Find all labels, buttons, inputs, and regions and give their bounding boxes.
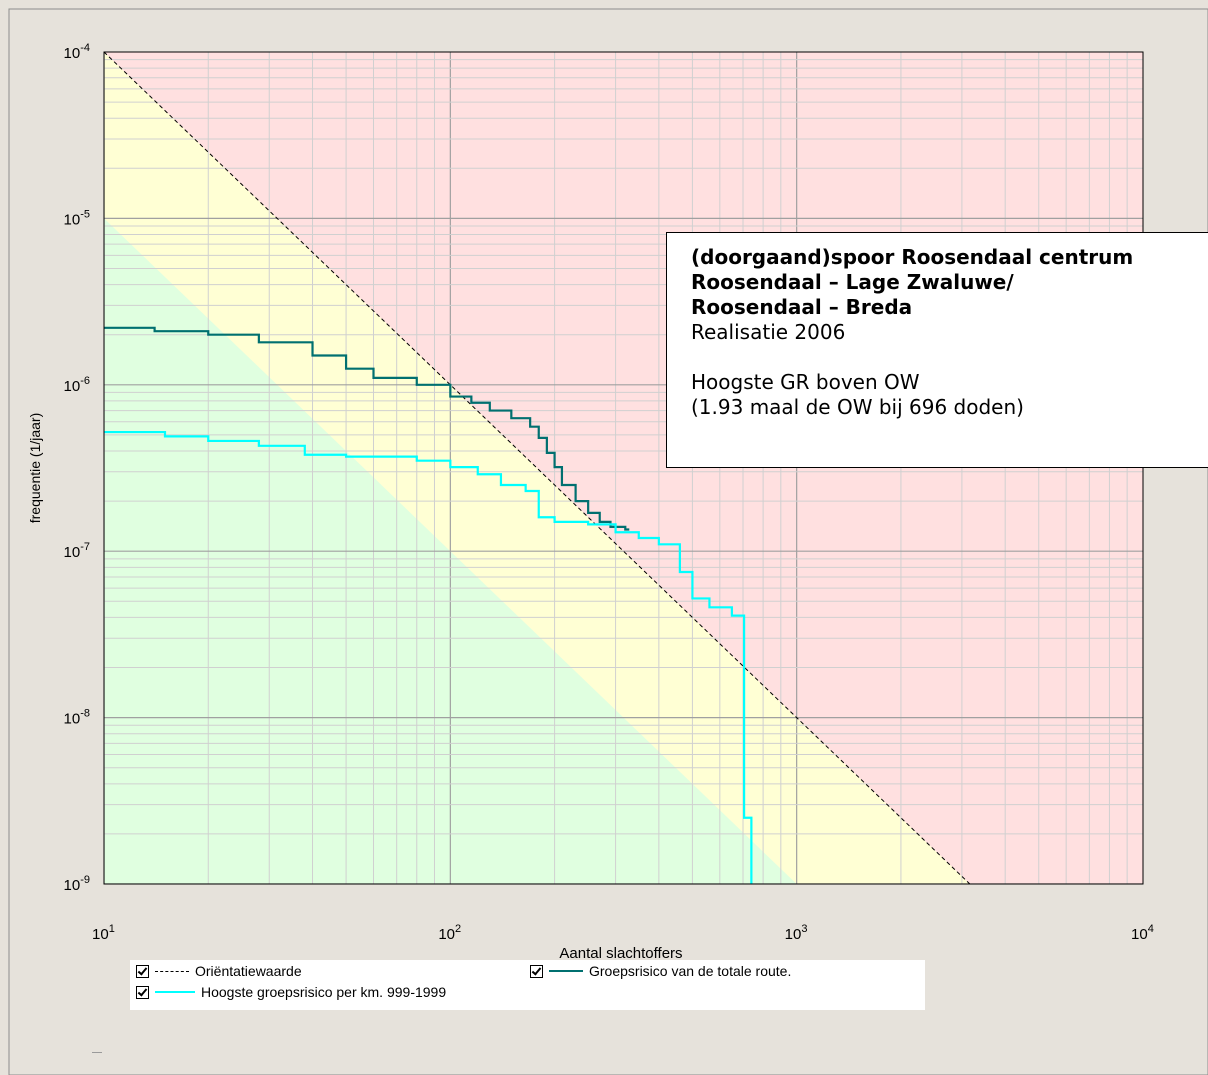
plot-border	[103, 51, 1144, 885]
x-tick-label: 102	[438, 923, 461, 943]
legend-item-orientatiewaarde: Oriëntatiewaarde	[136, 962, 302, 980]
legend-checkbox-hoogste-groepsrisico[interactable]	[136, 985, 149, 999]
y-tick-label: 10-7	[64, 541, 90, 561]
cyan-line-swatch-icon	[155, 991, 195, 993]
annotation-line-4: Realisatie 2006	[691, 320, 846, 344]
y-axis-label: frequentie (1/jaar)	[27, 413, 43, 524]
chart-annotation: (doorgaand)spoor Roosendaal centrum Roos…	[666, 232, 1208, 468]
legend-label-orientatiewaarde: Oriëntatiewaarde	[195, 963, 302, 979]
bottom-marker	[92, 1052, 102, 1053]
y-tick-label: 10-6	[64, 375, 90, 395]
y-tick-label: 10-9	[64, 874, 90, 894]
x-tick-label: 103	[785, 923, 808, 943]
annotation-spacer	[691, 345, 1208, 370]
series-line-2	[104, 430, 753, 884]
x-tick-label: 101	[92, 923, 115, 943]
grid	[104, 52, 1143, 884]
legend-label-hoogste-groepsrisico: Hoogste groepsrisico per km. 999-1999	[201, 984, 447, 1000]
teal-line-swatch-icon	[549, 970, 583, 972]
dashed-line-swatch-icon	[155, 970, 189, 972]
chart-legend: Oriëntatiewaarde Groepsrisico van de tot…	[130, 960, 925, 1010]
legend-checkbox-orientatiewaarde[interactable]	[136, 964, 149, 978]
legend-checkbox-groepsrisico-totale-route[interactable]	[530, 964, 543, 978]
legend-item-hoogste-groepsrisico: Hoogste groepsrisico per km. 999-1999	[136, 983, 446, 1001]
y-tick-label: 10-8	[64, 708, 90, 728]
annotation-line-3: Roosendaal – Breda	[691, 295, 913, 319]
y-tick-label: 10-5	[64, 208, 90, 228]
annotation-line-1: (doorgaand)spoor Roosendaal centrum	[691, 245, 1134, 269]
x-tick-label: 104	[1131, 923, 1154, 943]
annotation-line-6: (1.93 maal de OW bij 696 doden)	[691, 395, 1024, 419]
series-line-1	[104, 326, 630, 531]
legend-item-groepsrisico-totale-route: Groepsrisico van de totale route.	[530, 962, 791, 980]
annotation-line-5: Hoogste GR boven OW	[691, 370, 920, 394]
window-frame	[8, 8, 1208, 1075]
plot-area	[104, 52, 1143, 884]
legend-label-groepsrisico-totale-route: Groepsrisico van de totale route.	[589, 963, 792, 979]
y-tick-label: 10-4	[64, 42, 90, 62]
annotation-line-2: Roosendaal – Lage Zwaluwe/	[691, 270, 1014, 294]
x-axis-label: Aantal slachtoffers	[559, 945, 682, 962]
